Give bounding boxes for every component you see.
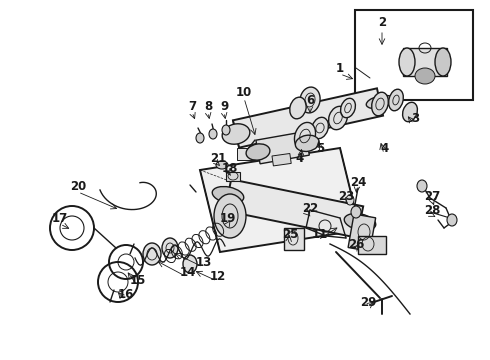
Text: 10: 10 xyxy=(236,85,252,99)
Text: 4: 4 xyxy=(296,152,304,165)
Polygon shape xyxy=(256,131,309,164)
Text: 1: 1 xyxy=(336,62,344,75)
Text: 19: 19 xyxy=(220,211,236,225)
Polygon shape xyxy=(233,88,383,148)
Ellipse shape xyxy=(295,135,319,152)
Text: 7: 7 xyxy=(188,99,196,112)
Text: 20: 20 xyxy=(70,180,86,193)
Ellipse shape xyxy=(346,195,354,205)
Ellipse shape xyxy=(162,238,178,258)
Ellipse shape xyxy=(246,144,270,160)
Ellipse shape xyxy=(143,243,161,265)
Text: 23: 23 xyxy=(338,189,354,202)
Ellipse shape xyxy=(212,186,244,203)
Text: 17: 17 xyxy=(52,211,68,225)
Bar xyxy=(403,48,447,76)
Text: 3: 3 xyxy=(411,112,419,125)
Text: 9: 9 xyxy=(220,99,228,112)
Text: 11: 11 xyxy=(312,228,328,240)
Polygon shape xyxy=(200,148,360,252)
Text: 18: 18 xyxy=(222,162,238,175)
Bar xyxy=(358,236,386,254)
Text: 6: 6 xyxy=(306,94,314,107)
Ellipse shape xyxy=(435,48,451,76)
Ellipse shape xyxy=(372,92,389,116)
Ellipse shape xyxy=(403,102,417,122)
Text: 2: 2 xyxy=(378,15,386,28)
Text: 16: 16 xyxy=(118,288,134,301)
Ellipse shape xyxy=(447,214,457,226)
Ellipse shape xyxy=(222,125,230,135)
Ellipse shape xyxy=(294,122,316,150)
Ellipse shape xyxy=(290,97,306,119)
Ellipse shape xyxy=(344,213,376,230)
Ellipse shape xyxy=(351,206,361,218)
Text: 13: 13 xyxy=(196,256,212,269)
Polygon shape xyxy=(225,179,363,238)
Bar xyxy=(226,172,240,181)
Ellipse shape xyxy=(209,129,217,139)
Ellipse shape xyxy=(341,98,355,118)
Text: 8: 8 xyxy=(204,99,212,112)
Bar xyxy=(348,214,376,251)
Text: 21: 21 xyxy=(210,152,226,165)
Ellipse shape xyxy=(216,161,228,169)
Text: 29: 29 xyxy=(360,296,376,309)
Text: 27: 27 xyxy=(424,189,440,202)
Ellipse shape xyxy=(312,117,328,139)
Bar xyxy=(355,10,473,100)
Ellipse shape xyxy=(389,89,403,111)
Text: 12: 12 xyxy=(210,270,226,283)
Bar xyxy=(237,148,255,160)
Bar xyxy=(272,153,291,166)
Ellipse shape xyxy=(415,68,435,84)
Text: 26: 26 xyxy=(348,238,364,251)
Text: 4: 4 xyxy=(381,141,389,154)
Ellipse shape xyxy=(196,133,204,143)
Ellipse shape xyxy=(329,106,347,130)
Ellipse shape xyxy=(183,255,197,273)
Ellipse shape xyxy=(366,95,394,109)
Bar xyxy=(284,228,304,250)
Ellipse shape xyxy=(214,194,246,238)
Text: 14: 14 xyxy=(180,266,196,279)
Text: 5: 5 xyxy=(316,141,324,154)
Text: 24: 24 xyxy=(350,175,366,189)
Ellipse shape xyxy=(399,48,415,76)
Text: 22: 22 xyxy=(302,202,318,215)
Ellipse shape xyxy=(300,87,320,113)
Ellipse shape xyxy=(417,180,427,192)
Text: 28: 28 xyxy=(424,203,440,216)
Text: 15: 15 xyxy=(130,274,146,287)
Ellipse shape xyxy=(222,124,250,144)
Text: 25: 25 xyxy=(282,228,298,240)
